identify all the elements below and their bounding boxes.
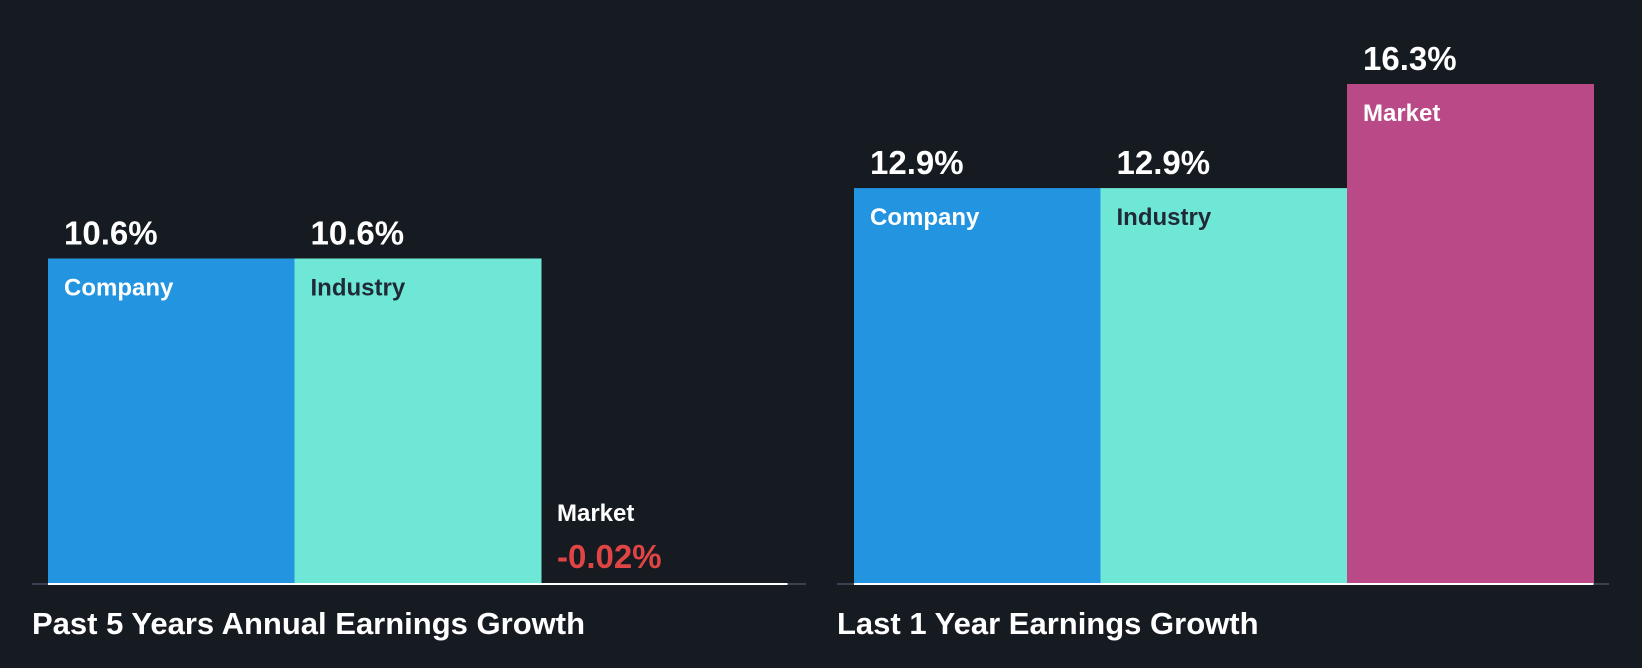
bar-market <box>1347 84 1594 583</box>
value-label-company: 12.9% <box>870 144 964 181</box>
category-label-market: Market <box>557 500 634 527</box>
bar-industry <box>294 258 542 583</box>
value-label-industry: 10.6% <box>311 214 405 251</box>
chart-title-last-1-year: Last 1 Year Earnings Growth <box>837 606 1259 641</box>
chart-panel-2: 12.9% Company 12.9% Industry 16.3% Market <box>837 40 1609 585</box>
category-label-market: Market <box>1363 100 1440 127</box>
value-label-market: -0.02% <box>557 538 662 575</box>
chart-title-past-5-years: Past 5 Years Annual Earnings Growth <box>32 606 586 641</box>
value-label-company: 10.6% <box>64 214 158 251</box>
chart-panel-1: 10.6% Company 10.6% Industry -0.02% Market <box>32 214 806 585</box>
bar-company <box>48 258 295 583</box>
category-label-industry: Industry <box>311 274 406 301</box>
category-label-industry: Industry <box>1117 204 1212 231</box>
value-label-industry: 12.9% <box>1117 144 1211 181</box>
bar-company <box>854 188 1101 584</box>
category-label-company: Company <box>64 274 174 301</box>
category-label-company: Company <box>870 204 980 231</box>
bar-industry <box>1100 188 1348 584</box>
value-label-market: 16.3% <box>1363 40 1457 77</box>
